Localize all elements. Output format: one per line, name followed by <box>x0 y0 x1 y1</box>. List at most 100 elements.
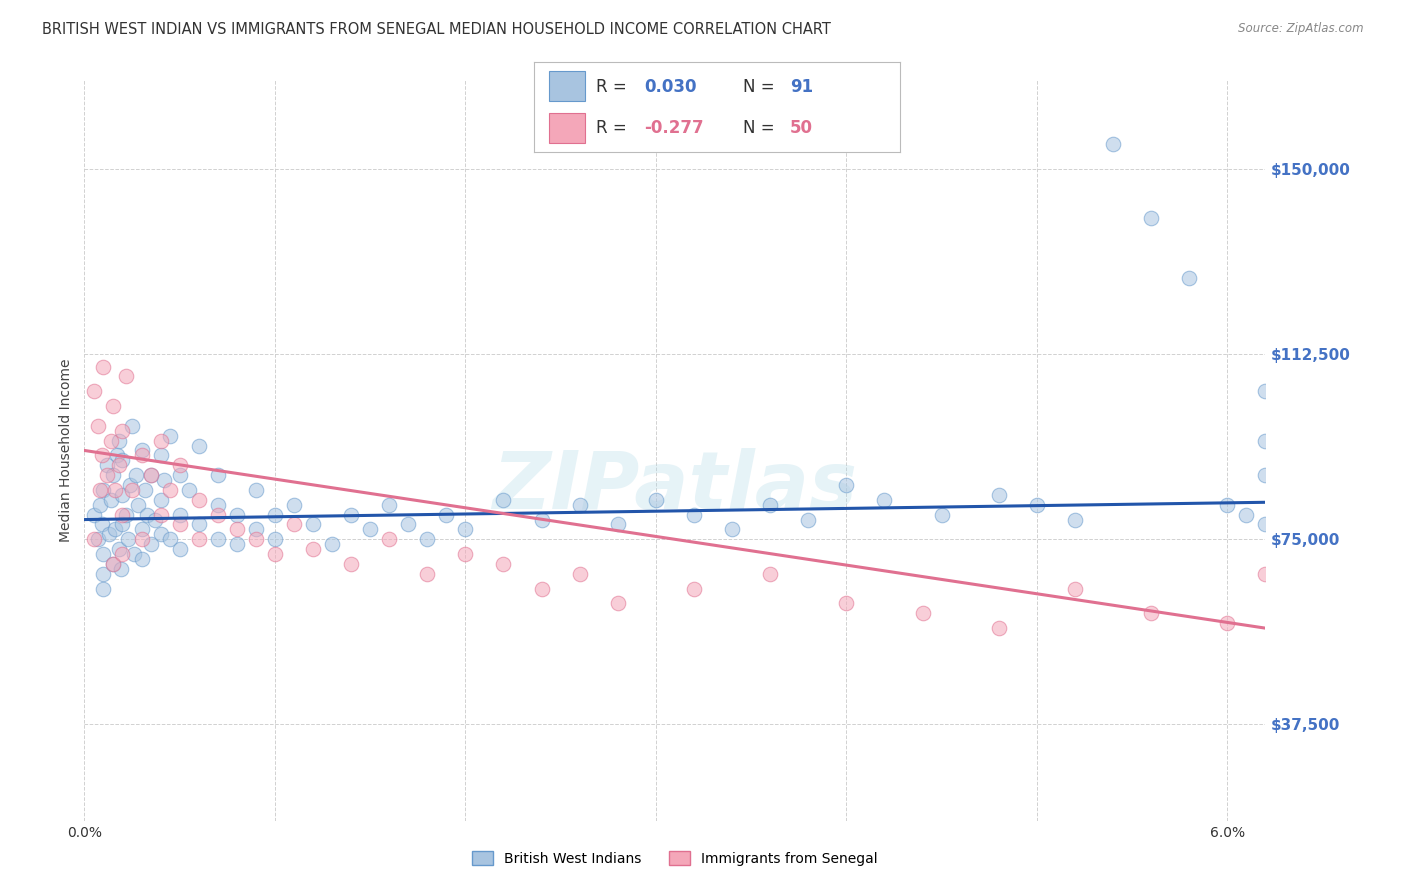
Point <box>136 508 159 522</box>
Point <box>454 523 477 537</box>
Point <box>104 523 127 537</box>
Point <box>121 418 143 433</box>
Text: R =: R = <box>596 78 633 95</box>
Point <box>207 468 229 483</box>
Point <box>139 468 162 483</box>
Point <box>100 434 122 448</box>
Point <box>225 537 247 551</box>
Point <box>207 533 229 547</box>
Point <box>931 508 953 522</box>
Point <box>83 384 105 399</box>
Point <box>416 533 439 547</box>
Point <box>107 542 129 557</box>
Text: ZIPatlas: ZIPatlas <box>492 449 858 526</box>
Point <box>96 468 118 483</box>
Point <box>104 483 127 497</box>
Point <box>835 478 858 492</box>
Point <box>245 483 267 497</box>
Bar <box>548 71 585 101</box>
Point <box>1140 211 1163 226</box>
Point <box>90 449 112 463</box>
Point <box>225 508 247 522</box>
Point <box>169 517 191 532</box>
Point <box>107 458 129 473</box>
Point <box>83 508 105 522</box>
Point <box>149 492 172 507</box>
Point <box>110 562 132 576</box>
Point <box>121 483 143 497</box>
Point <box>835 597 858 611</box>
Point <box>89 498 111 512</box>
Point <box>207 508 229 522</box>
Point <box>187 533 209 547</box>
Point <box>1254 384 1277 399</box>
Point <box>101 557 124 571</box>
Point <box>159 533 181 547</box>
Point <box>117 533 139 547</box>
Point <box>111 453 134 467</box>
Point <box>1254 468 1277 483</box>
Point <box>111 488 134 502</box>
Y-axis label: Median Household Income: Median Household Income <box>59 359 73 542</box>
Point <box>101 468 124 483</box>
Point <box>120 478 142 492</box>
Point <box>111 508 134 522</box>
Point <box>378 533 401 547</box>
Point <box>568 498 591 512</box>
Point <box>111 547 134 561</box>
Text: R =: R = <box>596 119 633 136</box>
Point <box>873 492 896 507</box>
Point <box>131 552 153 566</box>
Point <box>86 418 108 433</box>
Point <box>169 468 191 483</box>
Point <box>606 597 628 611</box>
Point <box>530 512 553 526</box>
Text: BRITISH WEST INDIAN VS IMMIGRANTS FROM SENEGAL MEDIAN HOUSEHOLD INCOME CORRELATI: BRITISH WEST INDIAN VS IMMIGRANTS FROM S… <box>42 22 831 37</box>
Point <box>530 582 553 596</box>
Point <box>149 434 172 448</box>
Bar <box>548 113 585 143</box>
Text: N =: N = <box>742 119 779 136</box>
Point <box>115 508 138 522</box>
Point <box>83 533 105 547</box>
Point <box>90 517 112 532</box>
Text: N =: N = <box>742 78 779 95</box>
Point <box>100 492 122 507</box>
Point <box>169 542 191 557</box>
Point <box>1254 434 1277 448</box>
Point <box>93 547 115 561</box>
Text: 50: 50 <box>790 119 813 136</box>
Point <box>359 523 381 537</box>
Point <box>153 473 176 487</box>
Point <box>93 582 115 596</box>
Legend: British West Indians, Immigrants from Senegal: British West Indians, Immigrants from Se… <box>472 851 877 865</box>
Point <box>283 498 305 512</box>
Point <box>86 533 108 547</box>
Point <box>111 517 134 532</box>
Point <box>987 488 1010 502</box>
Point <box>911 607 934 621</box>
Point <box>245 533 267 547</box>
Point <box>101 557 124 571</box>
Point <box>159 483 181 497</box>
Point <box>98 527 121 541</box>
Point <box>1140 607 1163 621</box>
Point <box>1064 512 1087 526</box>
Point <box>340 557 363 571</box>
Point <box>1025 498 1047 512</box>
Point <box>225 523 247 537</box>
Point <box>89 483 111 497</box>
Point <box>263 547 285 561</box>
Point <box>1064 582 1087 596</box>
Point <box>179 483 201 497</box>
Point <box>111 424 134 438</box>
Point <box>187 492 209 507</box>
Point <box>93 483 115 497</box>
Point <box>263 508 285 522</box>
Point <box>143 512 166 526</box>
Point <box>107 434 129 448</box>
Point <box>759 566 782 581</box>
Point <box>105 449 128 463</box>
Text: 91: 91 <box>790 78 813 95</box>
Point <box>125 468 148 483</box>
